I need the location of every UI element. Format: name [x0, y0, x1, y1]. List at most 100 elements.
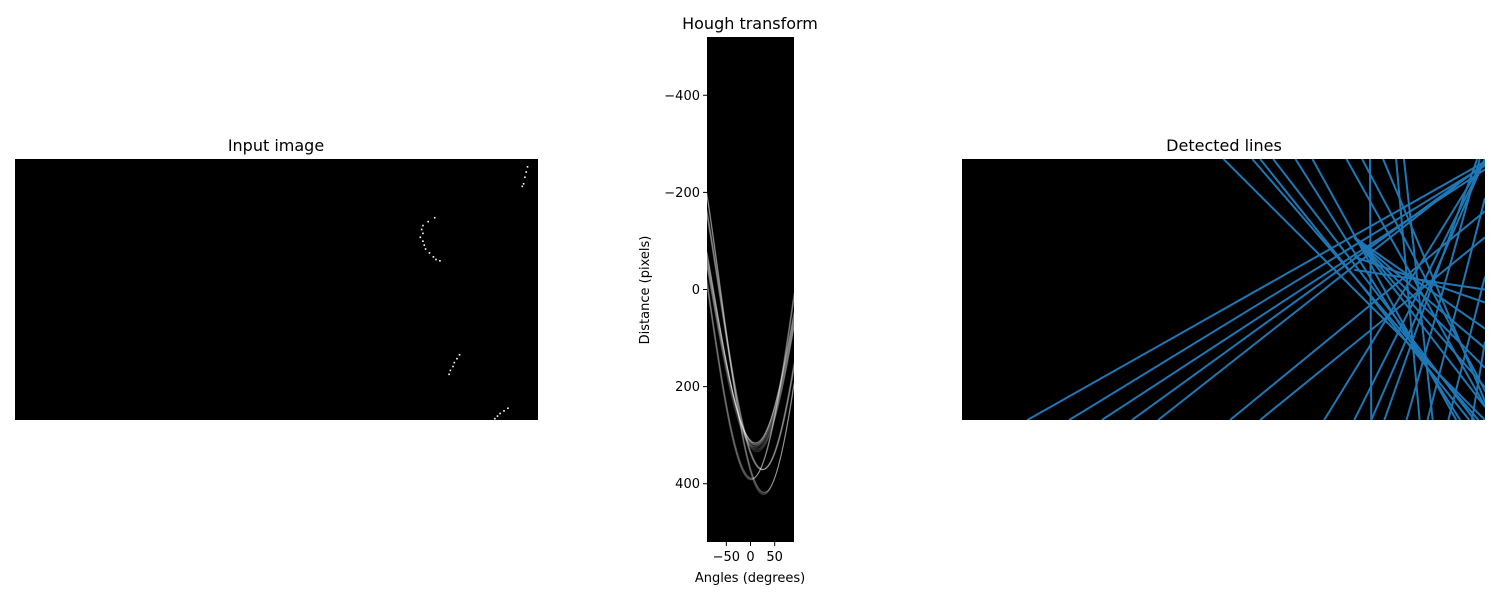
hough-ytick-label: 200: [675, 380, 700, 395]
edge-pixel-25: [503, 410, 505, 412]
hough-curve-24: [707, 196, 794, 496]
edge-pixel-28: [494, 417, 496, 420]
edge-pixel-3: [522, 182, 525, 185]
edge-pixel-5: [433, 216, 436, 219]
hough-curve-19: [707, 215, 794, 471]
hough-curve-6: [707, 266, 794, 446]
detected-lines-group: [1026, 159, 1485, 420]
hough-curve-15: [707, 252, 794, 450]
detected-line-29: [1353, 236, 1485, 369]
hough-curve-20: [707, 213, 794, 470]
edge-pixel-12: [423, 244, 426, 246]
hough-y-axis: −400 −200 0 200 400: [664, 89, 707, 492]
hough-panel: Hough transform −400 −200 0 200 400 −50 0 50 A…: [638, 14, 818, 586]
edge-pixel-8: [420, 228, 423, 231]
detected-lines-title: Detected lines: [1166, 136, 1282, 155]
input-image-panel: Input image: [15, 136, 538, 420]
edge-pixel-19: [456, 357, 458, 360]
hough-canvas: [707, 37, 794, 542]
detected-line-2: [1272, 159, 1476, 420]
hough-curve-25: [707, 195, 794, 495]
hough-curve-26: [707, 194, 794, 494]
detected-line-30: [1353, 236, 1485, 389]
detected-line-28: [1353, 236, 1485, 349]
edge-pixel-13: [424, 248, 427, 250]
edge-pixel-23: [448, 373, 450, 376]
detected-line-5: [1259, 159, 1471, 420]
detected-line-9: [1402, 159, 1434, 420]
edge-pixel-20: [453, 361, 456, 364]
hough-curve-4: [707, 279, 794, 479]
hough-curve-27: [707, 193, 794, 494]
edge-pixel-18: [458, 353, 461, 356]
detected-line-31: [1353, 236, 1485, 408]
hough-xtick-label: 50: [766, 550, 783, 565]
hough-ytick-label: −400: [664, 89, 700, 104]
hough-curve-2: [707, 282, 794, 480]
hough-curve-1: [707, 284, 794, 480]
hough-xtick-label: −50: [713, 550, 740, 565]
hough-curve-16: [707, 252, 794, 451]
edge-pixel-16: [435, 258, 437, 261]
edge-pixel-17: [439, 259, 441, 262]
hough-curve-12: [707, 257, 794, 446]
hough-xlabel: Angles (degrees): [695, 571, 805, 586]
edge-pixel-2: [524, 176, 526, 179]
detected-line-4: [1294, 159, 1462, 420]
detected-lines-canvas: [962, 159, 1485, 420]
hough-curve-3: [707, 280, 794, 480]
edge-pixel-21: [452, 365, 454, 368]
edge-pixel-1: [525, 171, 528, 173]
hough-ytick-label: 400: [675, 477, 700, 492]
hough-curve-23: [707, 209, 794, 471]
edge-pixel-7: [422, 224, 424, 227]
edge-pixel-26: [499, 412, 501, 415]
detected-line-15: [1131, 163, 1485, 420]
detected-line-23: [1405, 159, 1481, 420]
detected-line-16: [1157, 162, 1485, 420]
input-image-canvas: [15, 159, 538, 420]
edge-pixel-9: [422, 232, 424, 235]
hough-curve-0: [707, 286, 794, 481]
detected-line-10: [1368, 159, 1373, 420]
edge-pixel-14: [428, 252, 431, 254]
hough-curve-9: [707, 261, 794, 444]
hough-curve-17: [707, 251, 794, 453]
hough-curve-14: [707, 254, 794, 448]
edge-pixel-10: [419, 236, 422, 239]
hough-curve-18: [707, 216, 794, 471]
hough-title: Hough transform: [682, 14, 818, 33]
edge-pixel-0: [526, 166, 529, 168]
input-image-points: [419, 166, 529, 420]
edge-pixel-6: [427, 220, 429, 223]
hough-curve-7: [707, 264, 794, 444]
hough-curve-22: [707, 210, 794, 470]
detected-line-12: [1026, 160, 1485, 420]
hough-ylabel: Distance (pixels): [638, 236, 653, 345]
hough-curve-21: [707, 212, 794, 471]
edge-pixel-24: [507, 407, 509, 410]
detected-lines-panel: Detected lines: [962, 136, 1485, 420]
hough-curve-8: [707, 263, 794, 444]
hough-curve-5: [707, 267, 794, 448]
detected-line-13: [1068, 164, 1485, 420]
edge-pixel-4: [521, 185, 524, 188]
hough-ytick-label: 0: [692, 283, 700, 298]
edge-pixel-27: [496, 415, 499, 417]
hough-curve-11: [707, 258, 794, 445]
hough-curve-13: [707, 255, 794, 447]
detected-line-27: [1353, 236, 1485, 330]
detected-line-22: [1383, 159, 1479, 420]
hough-xtick-label: 0: [746, 550, 754, 565]
detected-line-19: [1323, 159, 1485, 420]
detected-line-20: [1353, 159, 1485, 420]
hough-x-axis: −50 0 50: [713, 542, 783, 565]
hough-curve-28: [707, 192, 794, 493]
edge-pixel-15: [432, 256, 435, 258]
hough-ytick-label: −200: [664, 186, 700, 201]
detected-line-33: [1354, 268, 1485, 291]
hough-curve-10: [707, 260, 794, 444]
detected-line-18: [1259, 236, 1485, 420]
edge-pixel-22: [449, 369, 452, 372]
